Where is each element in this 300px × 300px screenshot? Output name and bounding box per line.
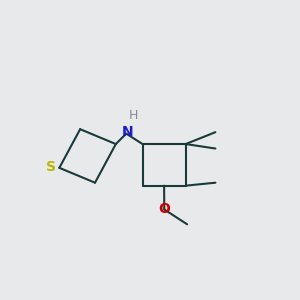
Text: N: N — [122, 125, 134, 139]
Text: O: O — [158, 202, 170, 216]
Text: S: S — [46, 160, 56, 174]
Text: H: H — [129, 109, 138, 122]
